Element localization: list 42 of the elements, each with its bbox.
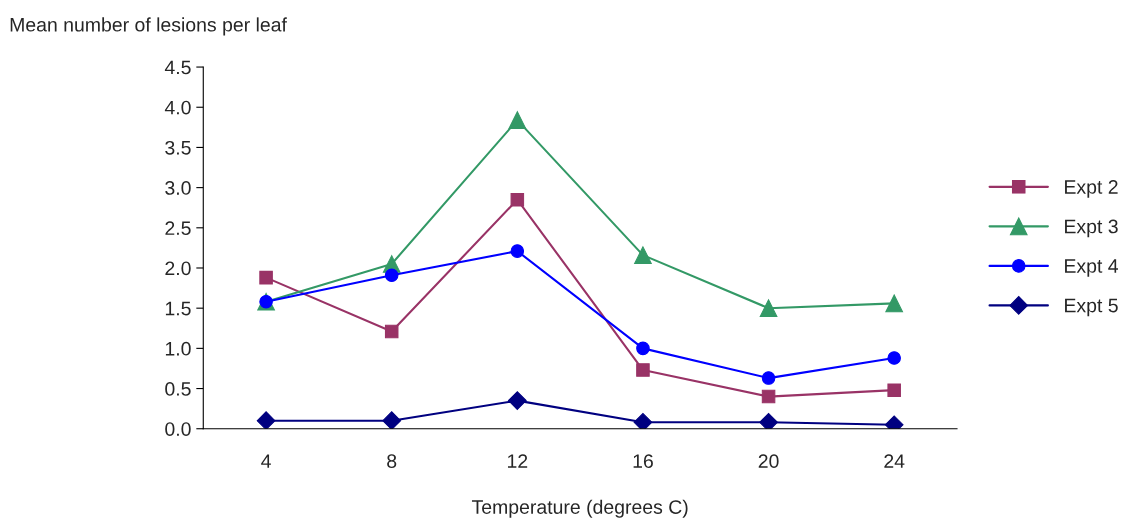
- point: [259, 270, 273, 285]
- point: [382, 411, 402, 429]
- legend-label: Expt 3: [1065, 219, 1118, 238]
- x-tick-label: 4: [261, 454, 271, 468]
- point: [885, 294, 904, 313]
- point: [887, 351, 901, 365]
- point: [384, 324, 399, 339]
- point: [759, 412, 778, 429]
- y-tick-label: 3.5: [165, 140, 191, 155]
- x-tick-label: 12: [508, 454, 528, 468]
- point: [634, 246, 652, 264]
- point: [759, 299, 778, 318]
- y-tick-label: 2.5: [165, 221, 191, 236]
- point: [256, 411, 276, 429]
- x-axis-title: Temperature (degrees C): [471, 499, 688, 518]
- point: [633, 412, 653, 429]
- point: [507, 391, 527, 410]
- point: [510, 244, 525, 258]
- y-tick-label: 1.5: [165, 301, 191, 316]
- point: [384, 268, 399, 282]
- point: [761, 371, 776, 385]
- point: [887, 383, 901, 397]
- point: [636, 363, 650, 377]
- legend-label: Expt 2: [1065, 180, 1118, 198]
- legend-label: Expt 5: [1065, 298, 1118, 317]
- point: [510, 192, 525, 207]
- legend-label: Expt 4: [1065, 259, 1119, 277]
- x-tick-label: 24: [884, 454, 905, 468]
- point: [508, 111, 527, 129]
- y-tick-label: 2.0: [165, 261, 191, 276]
- x-tick-label: 20: [758, 454, 779, 469]
- point: [636, 341, 650, 356]
- y-tick-label: 4.0: [164, 100, 191, 115]
- y-tick-label: 0.5: [165, 382, 191, 396]
- y-tick-label: 3.0: [165, 181, 191, 195]
- y-tick-label: 4.5: [164, 60, 191, 75]
- y-axis-title: Mean number of lesions per leaf: [10, 17, 287, 36]
- x-tick-label: 8: [387, 454, 397, 469]
- y-tick-label: 1.0: [165, 341, 191, 356]
- x-tick-label: 16: [633, 454, 653, 469]
- y-tick-label: 0.0: [165, 422, 191, 436]
- point: [761, 389, 776, 404]
